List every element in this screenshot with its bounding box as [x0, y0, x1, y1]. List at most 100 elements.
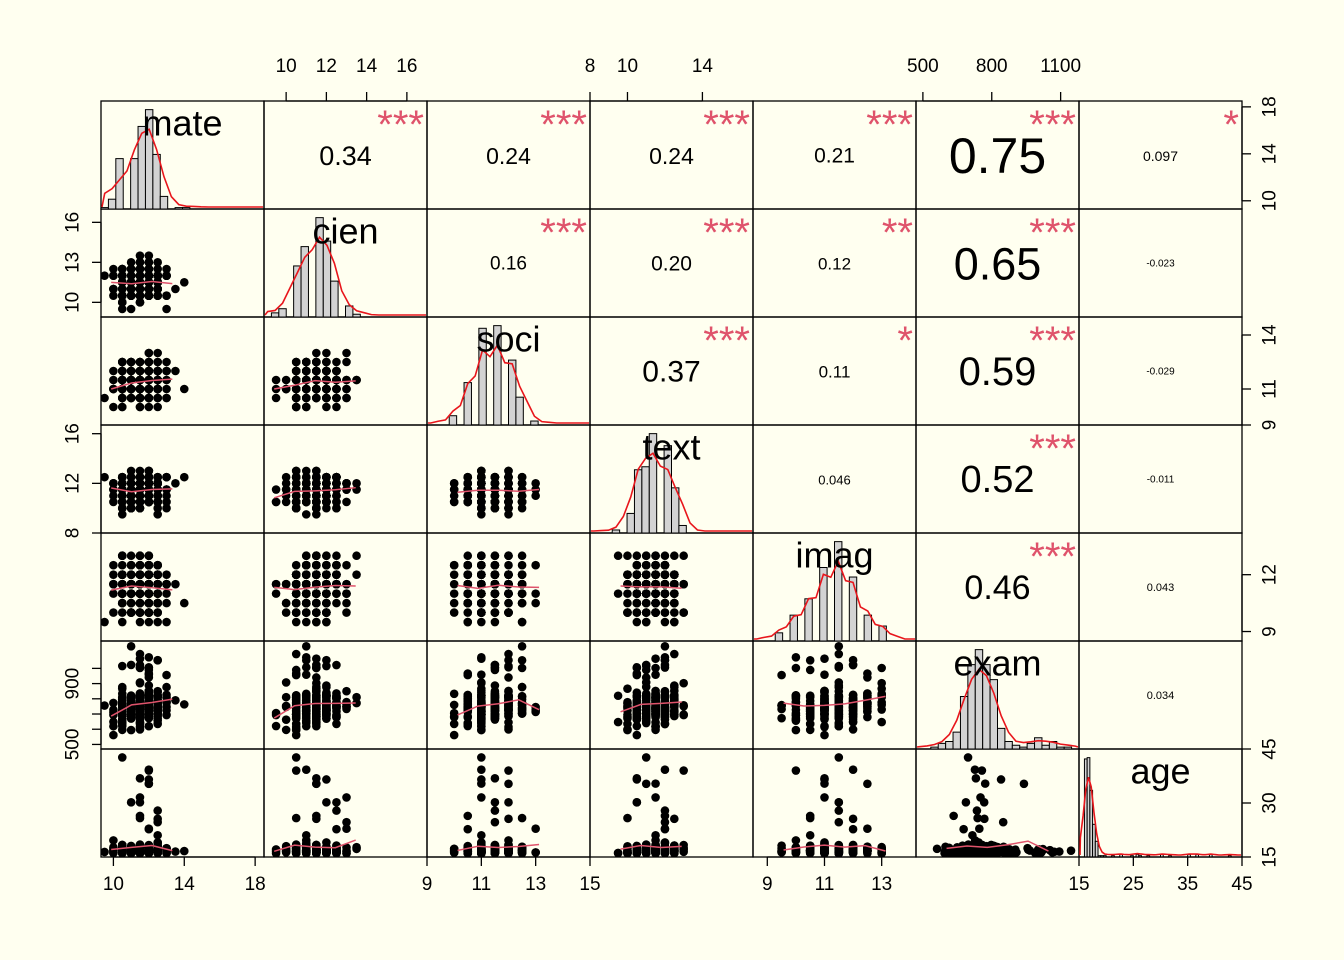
scatter-point — [679, 608, 688, 617]
scatter-point — [126, 608, 136, 617]
scatter-point — [641, 608, 651, 617]
scatter-point — [342, 793, 351, 802]
scatter-point — [623, 570, 632, 579]
scatter-point — [531, 479, 540, 488]
scatter-point — [312, 678, 321, 688]
scatter-point — [153, 258, 162, 267]
smooth-line — [111, 844, 173, 852]
scatter-point — [613, 717, 623, 727]
scatter-point — [877, 678, 886, 688]
scatter-point — [449, 589, 459, 598]
scatter-point — [271, 393, 281, 403]
scatter-point — [109, 271, 118, 280]
scatter-point — [162, 503, 171, 513]
scatter-point — [332, 700, 341, 710]
scatter-point — [291, 598, 301, 608]
scatter-point — [153, 598, 162, 608]
scatter-point — [517, 589, 527, 598]
scatter-point — [144, 348, 154, 358]
scatter-point — [135, 258, 145, 267]
scatter-point — [517, 472, 527, 482]
scatter-point — [162, 291, 171, 300]
scatter-point — [171, 479, 180, 488]
scatter-point — [641, 560, 651, 570]
scatter-point — [670, 579, 679, 589]
scatter-point — [504, 472, 513, 482]
scatter-point — [291, 766, 301, 775]
scatter-point — [281, 485, 291, 494]
scatter-point — [135, 654, 145, 664]
scatter-point — [101, 701, 109, 710]
scatter-point — [352, 692, 361, 702]
scatter-point — [153, 608, 162, 617]
scatter-point — [312, 357, 321, 367]
scatter-point — [517, 663, 527, 673]
scatter-point — [834, 641, 844, 651]
scatter-point — [477, 847, 486, 856]
scatter-point — [322, 357, 331, 367]
scatter-point — [171, 366, 180, 376]
scatter-point — [126, 560, 136, 570]
scatter-panel-text-soci — [449, 466, 540, 519]
scatter-point — [153, 560, 162, 570]
scatter-point — [517, 560, 527, 570]
scatter-panel-text-cien — [271, 466, 361, 519]
scatter-point — [135, 678, 145, 688]
scatter-point — [126, 660, 136, 670]
smooth-line — [783, 695, 886, 707]
scatter-point — [332, 472, 341, 482]
scatter-point — [641, 707, 651, 717]
scatter-point — [144, 271, 154, 280]
scatter-point — [135, 663, 145, 673]
scatter-point — [312, 348, 321, 358]
scatter-point — [660, 824, 670, 834]
scatter-point — [322, 375, 331, 385]
scatter-point — [117, 264, 127, 274]
smooth-line — [273, 702, 356, 719]
scatter-point — [301, 589, 311, 598]
scatter-point — [517, 570, 527, 579]
scatter-point — [477, 579, 486, 589]
scatter-point — [291, 710, 301, 719]
scatter-point — [153, 479, 162, 488]
scatter-point — [477, 765, 486, 775]
scatter-point — [632, 775, 642, 784]
scatter-point — [135, 271, 145, 280]
scatter-point — [162, 682, 171, 692]
scatter-panel-exam-imag — [777, 641, 886, 740]
scatter-point — [660, 560, 670, 570]
scatter-point — [153, 402, 162, 412]
scatter-point — [162, 690, 171, 700]
scatter-point — [312, 472, 321, 482]
scatter-point — [126, 384, 136, 394]
scatter-point — [477, 753, 486, 762]
scatter-point — [660, 608, 670, 617]
smooth-line — [620, 701, 682, 713]
scatter-point — [463, 485, 473, 494]
scatter-point — [342, 824, 351, 834]
scatter-point — [463, 472, 473, 482]
scatter-point — [291, 497, 301, 507]
scatter-point — [301, 709, 311, 719]
scatter-point — [463, 690, 473, 700]
scatter-point — [301, 598, 311, 608]
scatter-point — [670, 649, 679, 659]
scatter-point — [820, 654, 829, 664]
scatter-point — [805, 692, 815, 702]
scatter-point — [179, 598, 189, 608]
scatter-point — [531, 491, 540, 501]
scatter-point — [504, 686, 513, 696]
scatter-point — [135, 774, 145, 783]
scatter-point — [144, 491, 154, 501]
scatter-point — [135, 560, 145, 570]
scatter-point — [623, 551, 632, 561]
scatter-point — [490, 503, 500, 513]
scatter-point — [144, 472, 154, 482]
scatter-point — [144, 264, 154, 274]
scatter-point — [322, 711, 331, 721]
scatter-point — [352, 570, 361, 579]
scatter-point — [312, 375, 321, 385]
scatter-point — [117, 402, 127, 412]
scatter-point — [291, 725, 301, 735]
scatter-point — [332, 479, 341, 488]
